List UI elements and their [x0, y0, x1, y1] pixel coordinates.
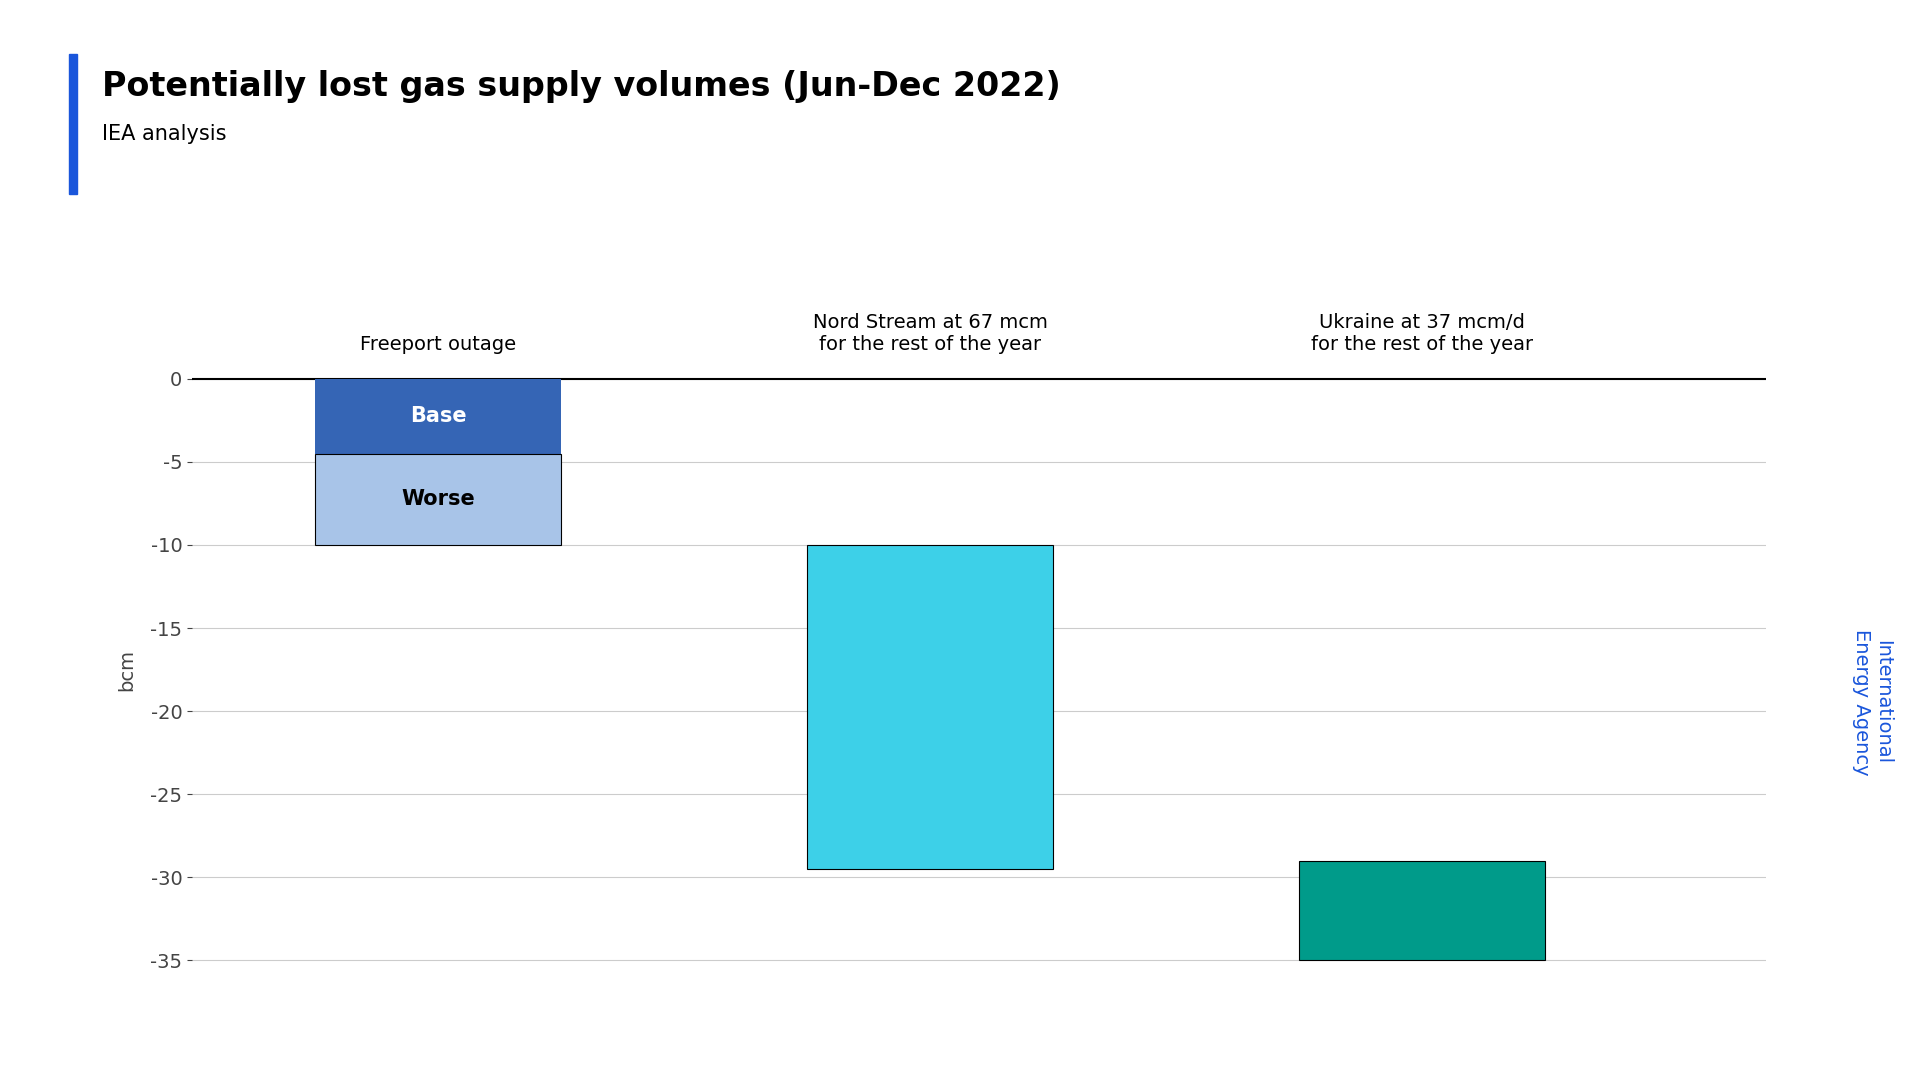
- Text: International
Energy Agency: International Energy Agency: [1851, 629, 1893, 775]
- Bar: [315, 379, 561, 454]
- Y-axis label: bcm: bcm: [117, 649, 136, 690]
- Text: Base: Base: [409, 406, 467, 427]
- Bar: [315, 454, 561, 545]
- Text: Potentially lost gas supply volumes (Jun-Dec 2022): Potentially lost gas supply volumes (Jun…: [102, 70, 1060, 104]
- Text: Worse: Worse: [401, 489, 474, 510]
- Bar: [1300, 861, 1546, 960]
- Text: IEA analysis: IEA analysis: [102, 124, 227, 145]
- Bar: [806, 545, 1052, 869]
- Text: Freeport outage: Freeport outage: [359, 335, 516, 354]
- Text: Ukraine at 37 mcm/d
for the rest of the year: Ukraine at 37 mcm/d for the rest of the …: [1311, 313, 1532, 354]
- Text: Nord Stream at 67 mcm
for the rest of the year: Nord Stream at 67 mcm for the rest of th…: [812, 313, 1048, 354]
